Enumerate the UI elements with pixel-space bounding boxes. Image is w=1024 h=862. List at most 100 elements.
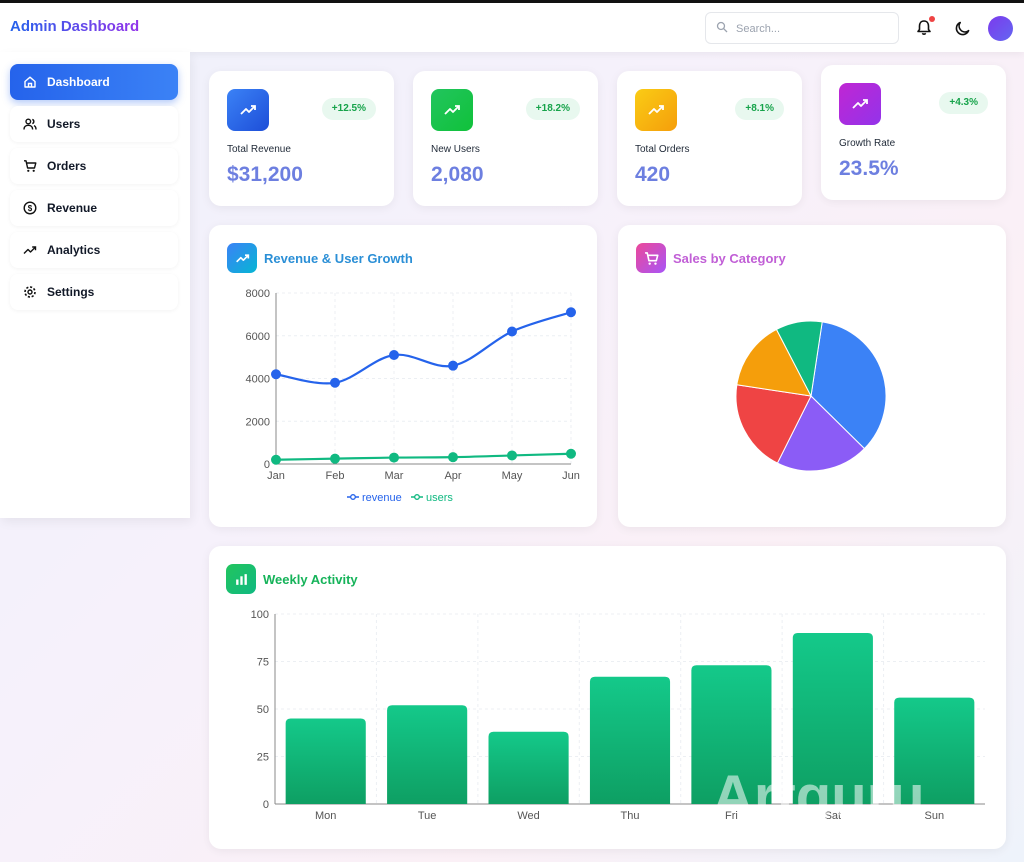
bar [488,731,569,804]
x-tick-label: May [502,470,523,482]
stat-value: 2,080 [431,163,484,186]
series-line-users [275,452,572,461]
home-icon [23,75,37,89]
data-point-revenue [448,360,458,371]
watermark-logo: Artguru [712,764,925,829]
sidebar-item-label: Users [47,117,81,131]
stat-label: Total Orders [635,144,690,155]
x-tick-label: Jun [562,470,580,482]
panel-title: Sales by Category [673,251,786,266]
sidebar-item-label: Orders [47,159,87,173]
data-point-users [389,452,399,463]
bar [792,633,873,804]
series-line-revenue [275,311,572,385]
sidebar-item-users[interactable]: Users [10,106,178,142]
legend-marker [414,494,420,500]
trending-up-icon [227,89,269,131]
sidebar-item-revenue[interactable]: $ Revenue [10,190,178,226]
cart-icon [636,243,666,273]
x-tick-label: Mon [315,810,336,822]
sidebar-item-label: Analytics [47,243,101,257]
y-tick-label: 75 [257,657,269,669]
stat-label: Growth Rate [839,138,896,149]
y-tick-label: 6000 [246,331,270,343]
stat-card-total-orders: +8.1% Total Orders 420 [617,71,802,206]
stat-card-growth-rate: +4.3% Growth Rate 23.5% [821,65,1006,200]
moon-icon[interactable] [953,18,973,38]
stat-label: New Users [431,144,480,155]
trending-up-icon [227,243,257,273]
search-box[interactable] [705,12,899,44]
sales-category-panel: Sales by Category [618,225,1006,527]
y-tick-label: 0 [264,459,270,471]
y-tick-label: 2000 [246,416,270,428]
x-tick-label: Apr [444,470,461,482]
y-tick-label: 8000 [246,288,270,300]
legend-label: revenue [362,492,402,504]
sidebar-item-orders[interactable]: Orders [10,148,178,184]
top-bar: Admin Dashboard [0,0,1024,52]
sidebar: Dashboard Users Orders $ Revenue Analyti… [0,52,190,518]
data-point-users [566,448,576,459]
stat-card-new-users: +18.2% New Users 2,080 [413,71,598,206]
x-tick-label: Fri [725,810,738,822]
data-point-revenue [389,349,399,360]
data-point-users [507,450,517,461]
change-badge: +18.2% [525,98,580,120]
bar [691,665,772,804]
avatar[interactable] [988,16,1013,41]
trending-up-icon [431,89,473,131]
data-point-users [271,454,281,465]
sidebar-item-label: Dashboard [47,75,110,89]
stat-value: 420 [635,163,671,186]
change-badge: +4.3% [939,92,988,114]
x-tick-label: Sun [924,810,944,822]
bar-chart-icon [226,564,256,594]
stat-label: Total Revenue [227,144,291,155]
sidebar-item-dashboard[interactable]: Dashboard [10,64,178,100]
trending-up-icon [839,83,881,125]
watermark-text: Artguru [712,764,925,829]
data-point-revenue [507,326,517,337]
pie-slice [736,328,812,397]
y-tick-label: 25 [257,752,269,764]
stat-value: $31,200 [227,163,303,186]
x-tick-label: Thu [621,810,640,822]
y-tick-label: 50 [257,704,269,716]
panel-title: Revenue & User Growth [264,251,413,266]
trending-up-icon [635,89,677,131]
legend-label: users [426,492,453,504]
search-input[interactable] [736,19,886,39]
x-tick-label: Sat [825,810,842,822]
pie-slice [810,321,887,450]
data-point-users [448,452,458,463]
change-badge: +12.5% [321,98,376,120]
app-title: Admin Dashboard [10,18,140,35]
legend-marker [350,494,356,500]
sidebar-item-label: Settings [47,285,95,299]
pie-slice [776,395,866,472]
stat-card-total-revenue: +12.5% Total Revenue $31,200 [209,71,394,206]
change-badge: +8.1% [735,98,784,120]
bar [387,705,468,804]
line-chart: 0 2000 4000 6000 8000 Jan Feb Mar Apr May Jun reven… [246,288,580,504]
search-icon [716,21,728,33]
x-tick-label: Jan [267,470,285,482]
data-point-revenue [330,377,340,388]
y-tick-label: 0 [263,799,269,811]
panel-title: Weekly Activity [263,572,358,587]
data-point-revenue [566,307,576,318]
users-icon [23,117,37,131]
sidebar-item-analytics[interactable]: Analytics [10,232,178,268]
x-tick-label: Mar [385,470,404,482]
svg-text:$: $ [28,204,33,213]
pie-slice [775,320,823,398]
y-tick-label: 100 [251,609,269,621]
weekly-activity-panel: Weekly Activity 0 25 50 75 100 Mon Tue Wed Thu Fr… [209,546,1006,849]
cart-icon [23,159,37,173]
gear-icon [23,285,37,299]
notification-bell-icon[interactable] [914,18,934,38]
stat-value: 23.5% [839,157,899,180]
sidebar-item-settings[interactable]: Settings [10,274,178,310]
notification-dot [929,16,935,22]
